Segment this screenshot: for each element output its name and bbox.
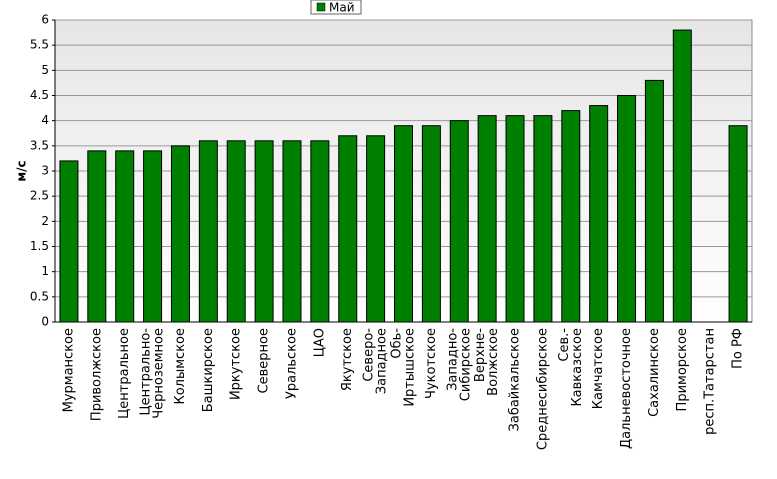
x-tick-label: Дальневосточное [619,328,634,449]
bar [617,95,637,323]
x-tick-label: Северо-Западное [362,328,390,395]
x-tick-label: Центральное [117,328,132,419]
bar [644,79,664,323]
x-tick-label: Центрально-Черноземное [139,328,167,419]
y-tick-label: 2.5 [30,189,49,203]
x-tick-label: Уральское [284,328,299,399]
x-tick-label: Западно-Сибирское [445,328,473,402]
y-tick-label: 4 [41,113,49,127]
y-tick-label: 4.5 [30,88,49,102]
bar [310,140,330,323]
legend: Май [310,0,362,15]
y-tick-label: 1 [41,264,49,278]
y-tick-label: 3 [41,164,49,178]
legend-label: Май [329,1,355,15]
x-tick-label: респ.Татарстан [703,328,718,435]
x-tick-label: Забайкальское [508,328,523,431]
bar [338,135,358,323]
x-tick-label: Среднесибирское [535,328,550,450]
y-tick-label: 3.5 [30,138,49,152]
bar [561,110,581,323]
bar [477,115,497,323]
bar [394,125,413,323]
x-tick-label: Верхне-Волжское [473,328,501,396]
bar [366,135,386,323]
x-tick-label: Приволжское [89,328,104,421]
bar [115,150,135,323]
bar [226,140,246,323]
x-tick-label: Обь-Иртышское [390,328,418,407]
x-tick-label: Сахалинское [647,328,662,417]
x-tick-label: Сев.-Кавказское [557,328,585,407]
x-tick-label: Якутское [340,328,355,391]
bar [282,140,302,323]
y-axis-label: м/с [15,160,29,181]
x-tick-label: Чукотское [424,328,439,399]
y-tick-label: 5 [41,63,49,77]
bar [170,145,190,323]
x-tick-label: Иркутское [229,328,244,400]
y-tick-label: 0.5 [30,289,49,303]
bar [198,140,218,323]
bar [59,160,79,323]
y-tick-label: 6 [41,13,49,27]
x-tick-label: Камчатское [591,328,606,409]
x-tick-label: Мурманское [61,328,76,412]
bar [143,150,163,323]
bar [87,150,107,323]
x-tick-label: Северное [257,328,272,393]
bar [589,105,609,323]
bar [449,120,469,323]
bar [505,115,525,323]
bar [254,140,274,323]
legend-swatch [316,2,326,12]
y-tick-label: 0 [41,315,49,329]
bar [533,115,553,323]
y-tick-label: 1.5 [30,239,49,253]
y-tick-label: 2 [41,214,49,228]
x-tick-label: Башкирское [201,328,216,412]
x-tick-label: Колымское [173,328,188,405]
bar [672,29,692,323]
x-tick-label: ЦАО [312,328,327,357]
x-tick-label: Приморское [675,328,690,411]
bar [421,125,441,323]
bar [728,125,748,323]
x-tick-label: По РФ [731,328,746,369]
y-tick-label: 5.5 [30,38,49,52]
